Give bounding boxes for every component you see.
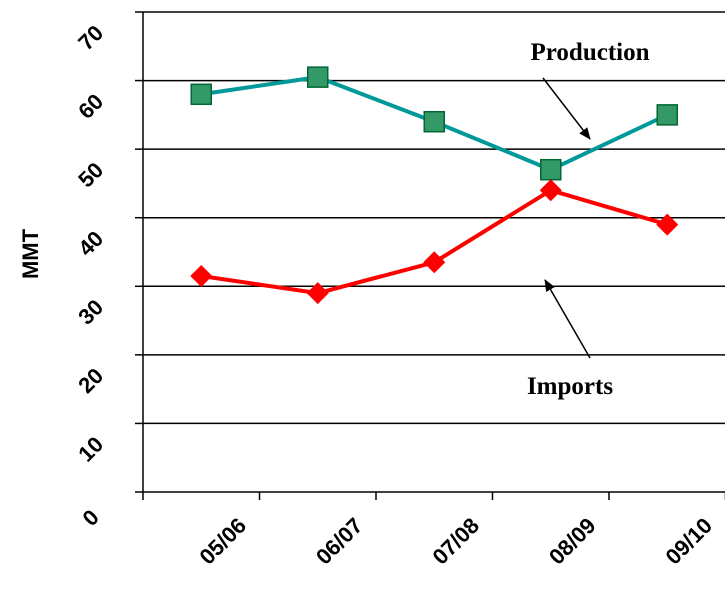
y-tick-label-50: 50 <box>73 157 108 192</box>
y-tick-label-0: 0 <box>78 505 104 531</box>
x-tick-label-05-06: 05/06 <box>194 513 251 570</box>
x-tick-label-09-10: 09/10 <box>660 513 717 570</box>
y-tick-label-20: 20 <box>73 363 108 398</box>
point-production-08-09 <box>540 158 562 181</box>
gridlines <box>143 11 725 425</box>
y-axis-label: MMT <box>18 228 43 279</box>
point-imports-05-06 <box>190 265 213 287</box>
y-tick-label-10: 10 <box>73 432 108 467</box>
point-imports-06-07 <box>306 282 329 305</box>
x-tick-label-07-08: 07/08 <box>427 513 484 570</box>
annotation-imports-arrow <box>544 279 591 359</box>
x-tick-label-08-09: 08/09 <box>544 513 601 570</box>
x-tick-label-06-07: 06/07 <box>311 513 368 570</box>
point-production-05-06 <box>190 83 212 106</box>
point-imports-08-09 <box>539 179 562 202</box>
point-production-09-10 <box>656 104 678 126</box>
annotation-production: Production <box>531 39 650 66</box>
series-line-imports <box>200 188 668 296</box>
axes <box>135 11 725 500</box>
y-tick-label-60: 60 <box>73 89 108 124</box>
tick-labels: 0 10 20 30 40 50 60 70 05/06 06/07 07/08 08/09 09/10 <box>73 20 717 569</box>
point-imports-07-08 <box>423 251 446 274</box>
annotation-production-arrow <box>542 77 591 140</box>
y-tick-label-70: 70 <box>73 20 108 55</box>
point-production-07-08 <box>423 110 445 133</box>
plot-series <box>190 66 679 305</box>
annotation-imports: Imports <box>527 373 613 400</box>
point-imports-09-10 <box>656 213 679 236</box>
y-tick-label-40: 40 <box>73 226 108 261</box>
y-tick-label-30: 30 <box>73 294 108 329</box>
point-production-06-07 <box>307 66 329 88</box>
